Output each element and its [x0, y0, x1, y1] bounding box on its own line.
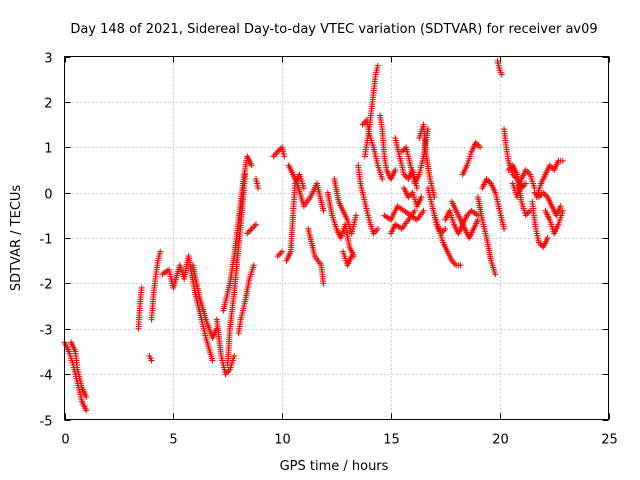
- data-point: [418, 194, 425, 201]
- data-point: [148, 357, 155, 364]
- data-point: [353, 212, 360, 219]
- data-point: [411, 207, 418, 214]
- y-tick-label: -5: [40, 415, 53, 430]
- chart-title: Day 148 of 2021, Sidereal Day-to-day VTE…: [70, 22, 597, 37]
- y-tick-label: -2: [40, 278, 53, 293]
- x-tick-label: 25: [601, 433, 618, 448]
- axis-ticks: 0 5 10 15 20 25 -5 -4 -3 -2 -1 0 1 2 3: [40, 52, 618, 448]
- data-point: [157, 248, 164, 255]
- data-point: [270, 153, 277, 160]
- data-point: [245, 228, 252, 235]
- data-point: [276, 147, 283, 154]
- data-point: [501, 225, 508, 232]
- y-tick-label: -4: [40, 369, 53, 384]
- data-point: [477, 144, 484, 151]
- data-point: [442, 225, 449, 232]
- data-point: [248, 225, 255, 232]
- data-point: [250, 224, 257, 231]
- data-point: [320, 207, 327, 214]
- data-point: [247, 227, 254, 234]
- data-series: [61, 58, 566, 414]
- data-point: [392, 166, 399, 173]
- data-point: [320, 280, 327, 287]
- data-point: [83, 393, 90, 400]
- data-point: [274, 253, 281, 260]
- data-point: [559, 157, 566, 164]
- data-point: [83, 407, 90, 414]
- data-point: [248, 162, 255, 169]
- data-point: [244, 230, 251, 237]
- data-point: [242, 171, 249, 178]
- data-point: [373, 227, 380, 234]
- data-point: [374, 62, 381, 69]
- data-point: [557, 203, 564, 210]
- x-tick-label: 5: [169, 433, 177, 448]
- data-point: [522, 180, 529, 187]
- data-point: [300, 185, 307, 192]
- x-tick-label: 10: [274, 433, 291, 448]
- data-point: [521, 182, 528, 189]
- data-point: [276, 251, 283, 258]
- data-point: [251, 222, 258, 229]
- y-tick-label: 3: [44, 52, 52, 67]
- data-point: [457, 262, 464, 269]
- data-point: [400, 147, 407, 154]
- x-tick-label: 20: [492, 433, 509, 448]
- y-axis-title: SDTVAR / TECUs: [9, 185, 24, 292]
- grid: [64, 56, 609, 420]
- data-point: [231, 352, 238, 359]
- data-point: [138, 284, 145, 291]
- data-point: [374, 225, 381, 232]
- data-point: [281, 153, 288, 160]
- y-tick-label: 2: [44, 97, 52, 112]
- y-tick-label: -3: [40, 324, 53, 339]
- y-tick-label: -1: [40, 233, 53, 248]
- data-point: [451, 260, 458, 267]
- data-point: [271, 151, 278, 158]
- data-point: [252, 221, 259, 228]
- data-point: [541, 191, 548, 198]
- data-point: [498, 71, 505, 78]
- data-point: [414, 185, 421, 192]
- data-point: [279, 248, 286, 255]
- x-tick-label: 0: [61, 433, 69, 448]
- data-point: [277, 250, 284, 257]
- data-point: [255, 185, 262, 192]
- data-point: [361, 120, 368, 127]
- data-point: [209, 357, 216, 364]
- x-axis-title: GPS time / hours: [280, 459, 389, 474]
- data-point: [440, 227, 447, 234]
- data-point: [273, 150, 280, 157]
- data-point: [492, 271, 499, 278]
- y-tick-label: 1: [44, 142, 52, 157]
- data-point: [348, 253, 355, 260]
- data-point: [250, 262, 257, 269]
- data-point: [379, 176, 386, 183]
- data-point: [544, 235, 551, 241]
- data-point: [559, 207, 566, 214]
- data-point: [525, 209, 532, 216]
- x-tick-label: 15: [383, 433, 400, 448]
- y-tick-label: 0: [44, 188, 52, 203]
- data-point: [420, 207, 427, 214]
